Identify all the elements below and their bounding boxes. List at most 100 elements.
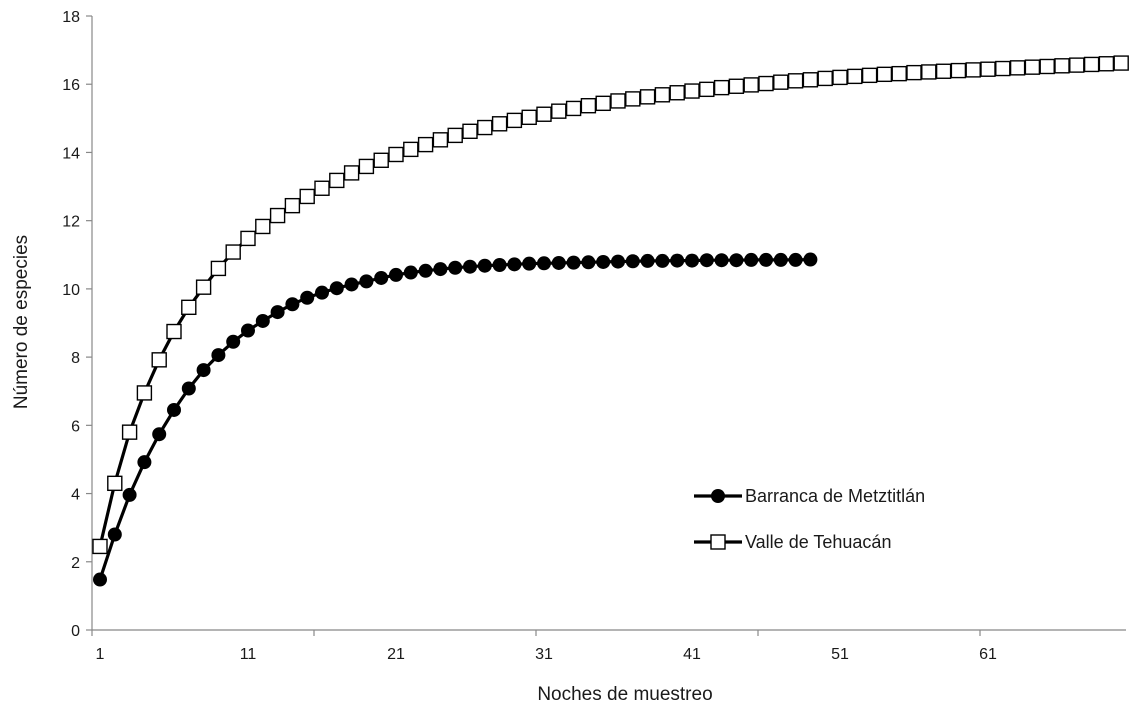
x-tick-label: 61 <box>979 646 997 663</box>
data-point <box>477 119 493 136</box>
series-line <box>98 258 811 580</box>
data-point <box>980 61 996 77</box>
legend-item: Barranca de Metztitlán <box>694 486 925 506</box>
x-tick-label: 31 <box>535 646 553 663</box>
data-point <box>477 258 492 273</box>
data-point <box>655 253 670 268</box>
data-point <box>876 66 893 83</box>
data-point <box>181 381 196 396</box>
data-point <box>817 70 833 87</box>
data-point <box>699 81 715 98</box>
data-point <box>462 123 478 139</box>
data-point <box>788 252 803 267</box>
legend-label: Valle de Tehuacán <box>745 532 891 552</box>
data-point <box>122 487 137 502</box>
data-point <box>891 65 907 82</box>
legend-item: Valle de Tehuacán <box>694 532 891 552</box>
series-barranca-de-metztitlan <box>93 252 818 587</box>
data-point <box>625 254 640 269</box>
data-point <box>92 538 108 555</box>
data-point <box>196 363 211 378</box>
data-point <box>832 69 848 86</box>
data-point <box>743 77 759 93</box>
data-point <box>136 385 153 401</box>
data-point <box>241 323 255 338</box>
y-tick-label: 8 <box>71 350 80 367</box>
data-point <box>93 572 107 587</box>
data-point <box>551 103 567 119</box>
data-point <box>1054 58 1070 74</box>
data-point <box>566 255 581 270</box>
data-point <box>418 263 433 278</box>
data-point <box>269 207 286 224</box>
x-tick-label: 1 <box>96 646 105 663</box>
data-point <box>225 244 241 260</box>
data-point <box>344 277 359 292</box>
data-point <box>166 323 182 340</box>
data-point <box>388 146 404 163</box>
data-point <box>270 305 285 320</box>
legend-marker <box>711 489 725 503</box>
y-tick-label: 14 <box>62 145 80 162</box>
data-point <box>699 253 714 268</box>
y-tick-label: 12 <box>62 214 80 231</box>
data-point <box>389 267 403 282</box>
data-point <box>447 127 463 144</box>
data-point <box>121 424 138 440</box>
series-valle-de-tehuacan <box>92 55 1129 555</box>
data-point <box>255 313 270 328</box>
data-point <box>107 527 122 542</box>
data-point <box>610 93 626 109</box>
x-tick-label: 21 <box>387 646 405 663</box>
data-point <box>773 74 789 90</box>
data-point <box>299 188 315 205</box>
data-point <box>685 253 699 268</box>
data-point <box>581 255 596 270</box>
data-point <box>343 165 360 181</box>
data-point <box>713 79 730 96</box>
y-tick-label: 0 <box>71 623 80 640</box>
data-point <box>670 253 685 268</box>
y-tick-label: 18 <box>62 9 80 26</box>
data-point <box>639 89 656 105</box>
data-point <box>965 62 981 78</box>
data-point <box>373 152 389 168</box>
data-point <box>995 60 1011 77</box>
data-point <box>773 252 788 267</box>
data-point <box>950 62 967 79</box>
data-point <box>551 255 566 270</box>
data-point <box>640 253 655 268</box>
data-point <box>861 67 878 84</box>
data-point <box>537 256 551 271</box>
data-point <box>714 253 729 268</box>
data-point <box>580 98 597 114</box>
x-axis-title: Noches de muestreo <box>537 684 712 705</box>
data-point <box>137 455 152 470</box>
x-tick-label: 51 <box>831 646 849 663</box>
data-point <box>1113 55 1129 71</box>
x-tick-label: 11 <box>240 646 257 663</box>
data-point <box>565 100 582 117</box>
x-tick-label: 41 <box>683 646 701 663</box>
data-point <box>463 259 477 274</box>
data-point <box>684 83 700 99</box>
data-point <box>669 85 685 101</box>
data-point <box>729 253 744 268</box>
legend-label: Barranca de Metztitlán <box>745 486 925 506</box>
data-point <box>107 475 123 492</box>
data-point <box>403 141 419 158</box>
data-point <box>181 299 197 316</box>
data-point <box>226 334 241 349</box>
data-point <box>803 252 818 267</box>
data-point <box>448 260 463 275</box>
data-point <box>507 257 522 272</box>
data-point <box>255 218 271 235</box>
y-tick-label: 6 <box>71 418 80 435</box>
data-point <box>285 297 300 312</box>
data-point <box>1039 58 1055 75</box>
data-point <box>329 281 344 296</box>
data-point <box>596 254 611 269</box>
data-point <box>759 252 773 267</box>
data-point <box>521 109 537 126</box>
